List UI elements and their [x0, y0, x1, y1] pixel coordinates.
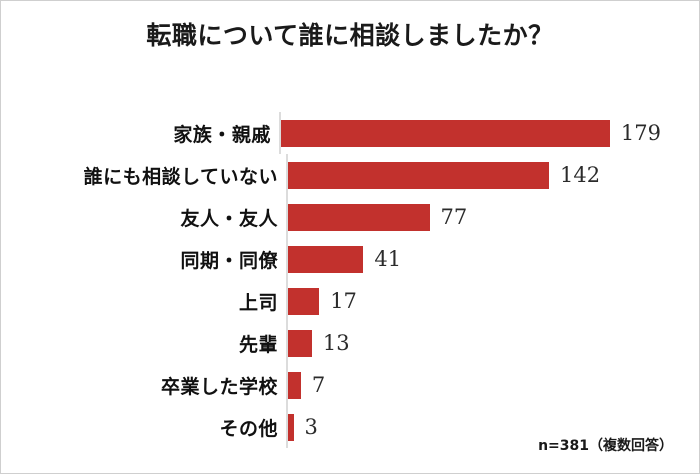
- value-label: 41: [374, 246, 402, 271]
- value-label: 7: [311, 372, 326, 397]
- value-label: 77: [440, 204, 468, 229]
- value-label: 3: [304, 414, 318, 439]
- bar: [288, 329, 312, 357]
- chart-row: 友人・友人 77: [16, 196, 661, 238]
- chart-row: 家族・親戚 179: [16, 112, 661, 154]
- category-label: 上司: [238, 291, 278, 314]
- category-label: 先輩: [238, 333, 278, 356]
- value-label: 179: [620, 120, 661, 145]
- bar: [288, 287, 320, 315]
- bar-cell: 13: [286, 322, 661, 364]
- category-label: その他: [219, 417, 278, 440]
- chart-row: 先輩 13: [16, 322, 661, 364]
- category-label: 同期・同僚: [180, 249, 278, 272]
- bar-cell: 142: [286, 154, 661, 196]
- chart-row: 上司 17: [16, 280, 661, 322]
- bar: [288, 371, 301, 399]
- bar-cell: 179: [278, 112, 661, 154]
- bar: [288, 161, 549, 189]
- bar-cell: 17: [286, 280, 661, 322]
- chart-title: 転職について誰に相談しましたか？: [146, 21, 554, 50]
- sample-size-note: n=381（複数回答）: [538, 438, 673, 454]
- category-label: 友人・友人: [180, 207, 278, 230]
- bar-cell: 3: [286, 406, 661, 448]
- category-label: 卒業した学校: [160, 375, 278, 398]
- value-label: 17: [330, 288, 357, 313]
- chart-row: その他 3: [16, 406, 661, 448]
- value-label: 13: [322, 330, 350, 355]
- bar-cell: 77: [286, 196, 661, 238]
- bar: [288, 245, 364, 273]
- bar: [288, 413, 294, 441]
- bar-cell: 7: [286, 364, 661, 406]
- category-label: 誰にも相談していない: [83, 165, 278, 188]
- chart-row: 誰にも相談していない 142: [16, 154, 661, 196]
- bar: [288, 203, 430, 231]
- chart-row: 卒業した学校 7: [16, 364, 661, 406]
- bar: [280, 119, 610, 147]
- chart-rows: 家族・親戚 179 誰にも相談していない 142 友人・友人 77 同期・同僚 …: [1, 112, 661, 448]
- value-label: 142: [560, 162, 601, 187]
- chart-row: 同期・同僚 41: [16, 238, 661, 280]
- bar-cell: 41: [286, 238, 661, 280]
- category-label: 家族・親戚: [173, 123, 271, 146]
